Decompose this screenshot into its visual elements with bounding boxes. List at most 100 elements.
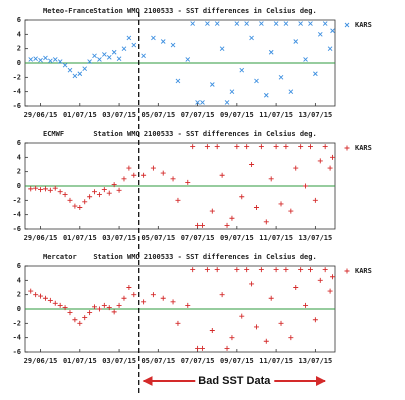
y-tick-label: -4 [13, 88, 21, 96]
point [224, 222, 230, 228]
point [330, 154, 336, 160]
point [219, 172, 225, 178]
point [249, 281, 255, 287]
legend-label: KARS [355, 21, 372, 29]
point [87, 194, 93, 200]
point [229, 335, 235, 341]
point [170, 299, 176, 305]
y-tick-label: 6 [17, 16, 21, 24]
point [263, 338, 269, 344]
y-tick-label: -2 [13, 73, 21, 81]
x-tick-label: 09/07/15 [220, 234, 254, 242]
point [249, 35, 254, 41]
point [67, 310, 73, 316]
label-background [195, 374, 275, 387]
point [131, 42, 137, 48]
y-tick-label: -2 [13, 196, 21, 204]
point [57, 302, 63, 308]
point [298, 21, 303, 26]
point [106, 190, 112, 196]
point [141, 299, 147, 305]
x-tick-label: 07/07/15 [181, 234, 215, 242]
point [116, 187, 122, 193]
point [175, 78, 181, 84]
point [62, 305, 68, 311]
point [77, 205, 83, 210]
point [293, 165, 299, 171]
point [303, 183, 309, 189]
x-tick-label: 01/07/15 [63, 357, 97, 365]
point [190, 21, 195, 26]
point [229, 89, 235, 94]
x-tick-label: 09/07/15 [220, 111, 254, 119]
point [38, 293, 44, 299]
point [195, 222, 201, 228]
point [57, 189, 63, 195]
x-tick-label: 03/07/15 [102, 234, 136, 242]
point [38, 187, 44, 193]
point [38, 57, 43, 63]
x-tick-label: 05/07/15 [141, 111, 175, 119]
point [317, 277, 323, 283]
point [234, 144, 240, 150]
y-tick-label: -2 [13, 319, 21, 327]
point [195, 100, 200, 105]
point [52, 300, 58, 306]
point [102, 52, 107, 57]
x-tick-label: 05/07/15 [141, 234, 175, 242]
point [254, 78, 259, 84]
legend-label: KARS [355, 267, 372, 275]
point [170, 176, 176, 182]
point [106, 305, 112, 311]
point [131, 292, 137, 298]
x-tick-label: 13/07/15 [299, 234, 333, 242]
source-label: Mercator [43, 253, 77, 261]
point [283, 267, 289, 273]
point [82, 66, 88, 72]
x-tick-label: 29/06/15 [24, 111, 58, 119]
point [121, 295, 127, 301]
point [273, 21, 279, 26]
point [288, 335, 294, 341]
point [293, 39, 299, 44]
point [190, 144, 196, 150]
chart-title: Station WMO 2100533 - SST differences in… [93, 130, 316, 138]
legend-marker [344, 145, 350, 151]
x-tick-label: 03/07/15 [102, 357, 136, 365]
point [322, 267, 328, 273]
point [195, 345, 201, 351]
x-tick-label: 29/06/15 [24, 234, 58, 242]
point [229, 215, 235, 221]
point [185, 302, 191, 308]
y-tick-label: -4 [13, 334, 21, 342]
point [101, 187, 107, 193]
x-tick-label: 13/07/15 [299, 357, 333, 365]
point [116, 56, 122, 62]
point [185, 57, 191, 62]
point [92, 189, 98, 195]
y-tick-label: 2 [17, 168, 21, 176]
point [33, 56, 38, 62]
point [52, 57, 58, 62]
point [253, 324, 259, 330]
y-tick-label: -6 [13, 348, 21, 356]
x-tick-label: 01/07/15 [63, 234, 97, 242]
point [313, 71, 318, 77]
point [224, 100, 230, 105]
point [283, 21, 289, 26]
legend-label: KARS [355, 144, 372, 152]
point [273, 267, 279, 273]
point [303, 302, 309, 308]
point [204, 267, 210, 273]
y-tick-label: 4 [17, 30, 21, 38]
point [327, 165, 333, 171]
point [42, 295, 48, 301]
y-tick-label: 6 [17, 262, 21, 270]
y-tick-label: -6 [13, 225, 21, 233]
y-tick-label: 2 [17, 45, 21, 53]
point [283, 144, 289, 150]
point [214, 267, 220, 273]
point [141, 53, 146, 59]
point [111, 182, 117, 188]
